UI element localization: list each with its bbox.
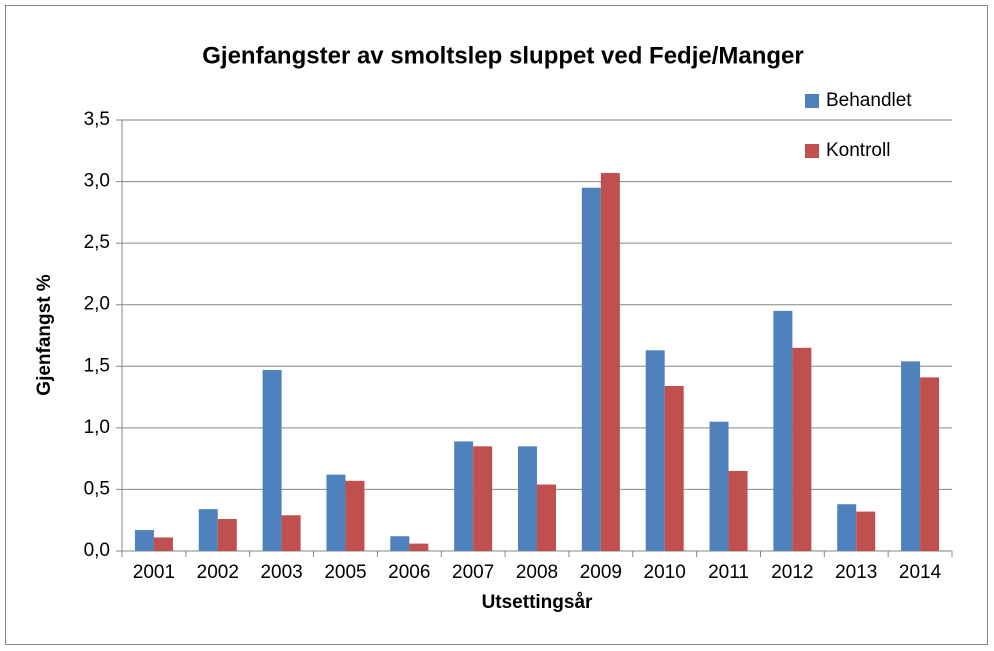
y-tick-label: 0,0 [84,540,110,561]
bar [773,310,793,551]
x-tick-label: 2008 [516,562,558,583]
x-tick-label: 2013 [835,562,877,583]
bar [920,377,940,551]
bar [262,369,282,551]
bar [473,446,493,551]
x-tick-label: 2006 [388,562,430,583]
bar [856,511,876,551]
bar [901,361,921,551]
bar [198,509,218,551]
bar [728,470,748,551]
legend-swatch [805,144,819,158]
x-tick-label: 2005 [324,562,366,583]
x-tick-label: 2009 [580,562,622,583]
x-axis-label: Utsettingsår [482,592,593,613]
y-tick-label: 0,5 [84,478,110,499]
bar [664,385,684,551]
bar [454,441,474,551]
y-tick-label: 2,5 [84,232,110,253]
bar [326,474,346,551]
x-tick-label: 2001 [133,562,175,583]
x-tick-label: 2003 [260,562,302,583]
bar [581,187,601,551]
x-tick-label: 2002 [197,562,239,583]
x-tick-label: 2011 [708,562,749,583]
bar [134,530,154,551]
bar [518,446,537,551]
bar [645,350,665,551]
bar [345,480,365,551]
legend-label: Behandlet [826,90,912,111]
y-tick-label: 1,0 [84,417,110,438]
x-tick-label: 2010 [644,562,686,583]
chart-title: Gjenfangster av smoltslep sluppet ved Fe… [202,42,804,69]
bar [281,515,301,551]
bar [390,536,410,551]
x-tick-label: 2012 [771,562,813,583]
x-tick-label: 2014 [899,562,942,583]
bar [537,484,556,551]
y-tick-label: 3,5 [84,109,110,130]
legend-swatch [805,94,819,108]
bar [837,504,857,551]
bar [792,347,812,551]
x-tick-label: 2007 [452,562,494,583]
y-tick-label: 2,0 [84,294,110,315]
bar [709,421,729,551]
bar [600,172,620,552]
y-tick-label: 3,0 [84,171,110,192]
legend-label: Kontroll [826,140,890,161]
y-tick-label: 1,5 [84,355,110,376]
bar [153,537,173,551]
bar [217,518,237,551]
y-axis-label: Gjenfangst % [34,274,55,396]
bar [409,543,429,551]
